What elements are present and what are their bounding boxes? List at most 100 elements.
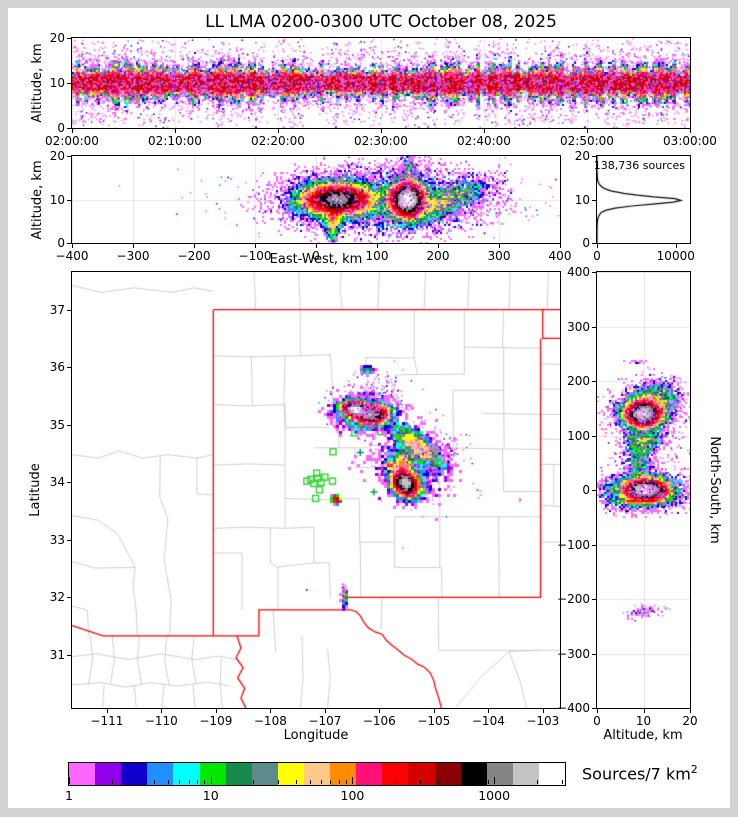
- colorbar-segment: [199, 763, 226, 785]
- axis-tick: [484, 129, 485, 133]
- colorbar-segment: [277, 763, 304, 785]
- axis-tick: [597, 709, 598, 713]
- panel-b-xlabel: East-West, km: [269, 252, 363, 267]
- axis-tick: [592, 381, 596, 382]
- axis-tick-label: 33: [49, 532, 65, 547]
- colorbar-segment: [538, 763, 566, 785]
- colorbar-tick: [210, 777, 212, 784]
- colorbar-segment: [356, 763, 383, 785]
- axis-tick: [377, 244, 378, 248]
- axis-tick-label: −110: [144, 714, 178, 728]
- altitude-histogram-canvas: [597, 156, 690, 243]
- panel-ns-ylabel: North-South, km: [707, 436, 722, 544]
- axis-tick-label: 200: [567, 374, 590, 388]
- axis-tick-label: −400: [55, 249, 89, 263]
- axis-tick-label: −300: [557, 646, 590, 661]
- colorbar-segment: [382, 763, 409, 785]
- axis-tick: [67, 243, 71, 244]
- axis-tick-label: 0: [57, 236, 65, 250]
- axis-tick-label: 10: [49, 76, 65, 90]
- axis-tick-label: 400: [548, 249, 572, 263]
- colorbar-tick: [136, 780, 138, 784]
- axis-tick-label: 31: [49, 647, 65, 662]
- axis-tick-label: 36: [49, 360, 65, 375]
- colorbar-segment: [460, 763, 487, 785]
- axis-tick-label: 02:30:00: [354, 134, 408, 148]
- axis-tick: [542, 709, 544, 713]
- axis-tick: [175, 129, 176, 133]
- colorbar-tick: [395, 780, 397, 784]
- colorbar-tick: [536, 780, 538, 784]
- colorbar-label-sup: 2: [690, 763, 698, 776]
- axis-tick-label: −106: [362, 714, 396, 728]
- axis-tick-label: 32: [49, 590, 65, 605]
- colorbar-segment: [147, 763, 174, 785]
- colorbar-tick: [309, 780, 311, 784]
- axis-tick: [72, 244, 73, 248]
- map-panel: [71, 271, 561, 709]
- axis-tick-label: 300: [567, 319, 590, 334]
- axis-tick: [592, 199, 596, 201]
- axis-tick-label: −200: [557, 592, 590, 606]
- axis-tick-label: 20: [682, 714, 698, 728]
- axis-tick: [67, 482, 71, 484]
- axis-tick-label: −103: [526, 714, 560, 728]
- colorbar-tick-label: 100: [340, 788, 365, 803]
- axis-tick: [67, 597, 71, 599]
- axis-tick-label: −104: [471, 714, 505, 728]
- time-height-canvas: [72, 38, 690, 128]
- colorbar-tick: [487, 780, 489, 784]
- colorbar-tick: [320, 780, 322, 784]
- axis-tick: [277, 129, 279, 133]
- axis-tick: [499, 244, 500, 248]
- axis-tick: [560, 244, 561, 248]
- axis-tick: [592, 544, 596, 546]
- colorbar-label-text: Sources/7 km: [582, 764, 691, 784]
- colorbar-segment: [173, 763, 200, 785]
- source-count-annotation: 138,736 sources: [593, 159, 685, 172]
- axis-tick: [106, 709, 108, 713]
- colorbar-tick: [352, 777, 354, 784]
- axis-tick-label: 02:40:00: [457, 134, 511, 148]
- axis-tick: [381, 129, 382, 133]
- colorbar-tick: [278, 780, 280, 784]
- axis-tick-label: 37: [49, 302, 65, 317]
- colorbar-tick: [69, 777, 70, 784]
- northsouth-height-panel: [596, 271, 691, 709]
- axis-tick-label: 0: [582, 236, 590, 250]
- axis-tick: [67, 128, 71, 129]
- axis-tick: [592, 653, 596, 655]
- axis-tick-label: 20: [574, 149, 590, 163]
- colorbar-tick: [420, 780, 422, 784]
- axis-tick-label: 02:20:00: [251, 134, 305, 148]
- eastwest-height-canvas: [72, 156, 560, 243]
- colorbar-tick: [204, 780, 206, 784]
- colorbar-tick: [437, 780, 439, 784]
- axis-tick-label: 0: [582, 483, 590, 497]
- colorbar-segment: [512, 763, 539, 785]
- map-canvas: [72, 272, 560, 708]
- colorbar-tick-label: 10: [202, 788, 219, 803]
- axis-tick-label: 02:10:00: [148, 134, 202, 148]
- time-height-panel: [71, 37, 691, 129]
- axis-tick-label: 02:00:00: [45, 134, 99, 148]
- axis-tick: [324, 709, 326, 713]
- axis-tick: [67, 309, 71, 311]
- axis-tick-label: 0: [312, 249, 320, 263]
- axis-tick-label: −300: [116, 249, 150, 263]
- colorbar-segment: [69, 763, 96, 785]
- colorbar-segment: [408, 763, 435, 785]
- axis-tick: [690, 129, 691, 133]
- axis-tick-label: 03:00:00: [663, 134, 717, 148]
- axis-tick-label: −100: [238, 249, 272, 263]
- axis-tick: [592, 243, 596, 244]
- axis-tick: [67, 367, 71, 369]
- panel-ns-xlabel: Altitude, km: [603, 728, 683, 743]
- colorbar-segment: [303, 763, 331, 785]
- axis-tick: [438, 244, 439, 248]
- colorbar-tick: [188, 780, 190, 784]
- colorbar-tick-label: 1000: [478, 788, 511, 803]
- colorbar-tick: [462, 780, 464, 784]
- axis-tick: [72, 129, 73, 133]
